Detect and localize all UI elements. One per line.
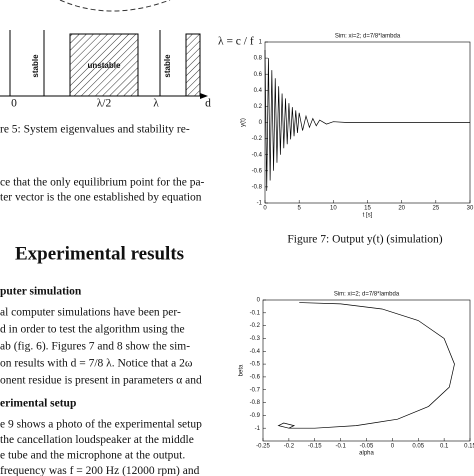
y-tick-label: -0.4 <box>250 349 261 355</box>
x-tick-label: 20 <box>398 206 405 212</box>
x-tick-label: -0.2 <box>284 444 295 450</box>
y-tick-label: -0.9 <box>250 413 261 419</box>
x-tick-label: 0 <box>391 444 395 450</box>
text-line: al computer simulations have been per- <box>0 307 181 319</box>
y-tick-label: -1 <box>255 426 261 432</box>
y-tick-label: -0.8 <box>250 400 261 406</box>
y-tick-label: -1 <box>257 201 263 207</box>
left-column: re 5: System eigenvalues and stability r… <box>0 124 190 410</box>
unstable-region <box>69 33 139 97</box>
y-tick-label: 0 <box>259 120 263 126</box>
x-tick-label: 0.1 <box>440 444 449 450</box>
y-tick-label: -0.2 <box>252 136 263 142</box>
x-tick-label: 0 <box>263 206 267 212</box>
x-tick-label: -0.05 <box>360 444 374 450</box>
region-label: stable <box>31 54 40 78</box>
y-tick-label: 0.4 <box>254 88 263 94</box>
text-line: onent residue is present in parameters α… <box>0 375 202 387</box>
x-axis-label: t [s] <box>363 213 373 219</box>
text-line: d in order to test the algorithm using t… <box>0 324 185 336</box>
y-tick-label: 0.2 <box>254 104 263 110</box>
x-tick-label: 0.05 <box>412 444 424 450</box>
y-tick-label: -0.3 <box>250 336 261 342</box>
x-tick-label: 15 <box>364 206 371 212</box>
y-tick-label: 1 <box>259 40 263 46</box>
y-tick-label: 0.8 <box>254 56 263 62</box>
x-tick-label: -0.15 <box>308 444 322 450</box>
text-line: the cancellation loudspeaker at the midd… <box>0 434 194 446</box>
chart-title: Sim: xi=2; d=7/8*lambda <box>335 34 401 40</box>
y-tick-label: -0.6 <box>252 168 263 174</box>
y-tick-label: -0.6 <box>250 374 261 380</box>
relation: λ = c / f <box>218 36 254 48</box>
x-tick-label: -0.1 <box>335 444 346 450</box>
text-line: ab (fig. 6). Figures 7 and 8 show the si… <box>0 341 190 353</box>
y-tick-label: -0.1 <box>250 310 261 316</box>
text-line: e tube and the microphone at the output. <box>0 450 185 462</box>
axis-label: λ <box>153 98 159 110</box>
unstable-region <box>185 33 201 97</box>
data-line <box>277 302 455 429</box>
axis-label: d <box>205 98 211 110</box>
x-tick-label: -0.25 <box>256 444 270 450</box>
subsection-heading: puter simulation <box>0 286 82 298</box>
y-tick-label: -0.8 <box>252 184 263 190</box>
x-tick-label: 25 <box>432 206 439 212</box>
y-tick-label: 0.6 <box>254 72 263 78</box>
chart-title: Sim: xi=2; d=7/8*lambda <box>334 292 400 298</box>
dashed-arc <box>59 0 171 12</box>
x-tick-label: 10 <box>330 206 337 212</box>
y-tick-label: -0.2 <box>250 323 261 329</box>
region-label: stable <box>163 54 172 78</box>
text-line: e 9 shows a photo of the experimental se… <box>0 419 202 431</box>
text-line: frequency was f = 200 Hz (12000 rpm) and <box>0 465 200 476</box>
axis-label: 0 <box>11 98 17 110</box>
section-heading: Experimental results <box>15 243 184 264</box>
figure-caption: re 5: System eigenvalues and stability r… <box>0 124 190 136</box>
x-tick-label: 5 <box>297 206 301 212</box>
y-tick-label: -0.7 <box>250 387 261 393</box>
stability-diagram: λ = c / f stable unstable stable 0 λ/2 λ… <box>0 0 254 110</box>
region-label: unstable <box>88 61 121 70</box>
text-line: on results with d = 7/8 λ. Notice that a… <box>0 358 193 370</box>
data-line <box>264 50 470 191</box>
x-tick-label: 0.15 <box>464 444 474 450</box>
plot-area <box>262 299 471 442</box>
figure-caption: Figure 7: Output y(t) (simulation) <box>287 234 442 246</box>
arrow <box>200 93 208 99</box>
y-axis-label: y(t) <box>241 118 247 127</box>
y-tick-label: -0.4 <box>252 152 263 158</box>
y-tick-label: 0 <box>257 298 261 304</box>
subsection-heading: erimental setup <box>0 398 76 410</box>
axis-label: λ/2 <box>97 98 112 110</box>
text-line: ter vector is the one established by equ… <box>0 192 202 204</box>
y-axis-label: beta <box>239 364 245 376</box>
y-tick-label: -0.5 <box>250 362 261 368</box>
x-axis-label: alpha <box>359 451 374 457</box>
x-tick-label: 30 <box>467 206 474 212</box>
text-line: ce that the only equilibrium point for t… <box>0 177 205 189</box>
